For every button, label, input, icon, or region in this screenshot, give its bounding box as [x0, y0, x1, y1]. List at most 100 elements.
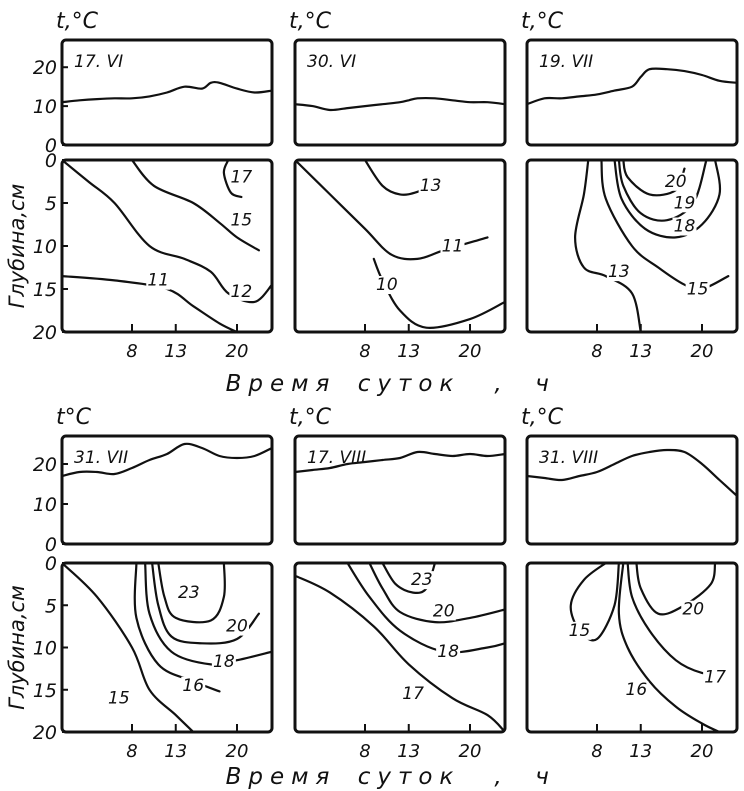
isotherm-label: 15 — [108, 688, 130, 708]
temp-unit-label: t,°C — [521, 405, 564, 430]
isotherm-label: 13 — [420, 176, 442, 196]
isotherm-label: 13 — [608, 262, 630, 282]
x-tick-label: 8 — [126, 341, 137, 362]
isotherm-17 — [626, 563, 725, 675]
x-tick-label: 13 — [164, 741, 187, 762]
isotherm-11 — [62, 275, 239, 332]
isotherm-label-bg — [229, 168, 254, 187]
x-tick-label: 20 — [691, 741, 714, 762]
x-tick-label: 20 — [226, 741, 249, 762]
isotherm-frame — [525, 561, 739, 734]
time-axis-label-part: Время — [226, 764, 337, 790]
date-label: 31. VIII — [539, 448, 598, 468]
time-axis-label-part: ч — [535, 371, 549, 397]
depth-tick-label: 15 — [33, 279, 57, 301]
isotherm-label-bg — [440, 237, 465, 256]
isotherm-label: 11 — [442, 236, 464, 256]
temp-tick-label: 20 — [33, 57, 57, 79]
temp-tick-label: 0 — [45, 135, 57, 157]
isotherm-17 — [222, 160, 243, 199]
isotherm-label-bg — [436, 642, 461, 661]
isotherm-label-bg — [672, 217, 697, 236]
x-tick-label: 13 — [164, 341, 187, 362]
isotherm-label-bg — [176, 583, 201, 602]
temp-unit-label: t°C — [56, 405, 92, 430]
panel-4: t°C 31. VII 23 20 18 16 15 8 13 20 0 10 20 0 5 10 15 20 — [33, 405, 274, 762]
isotherm-label: 20 — [665, 172, 687, 192]
isotherm-13 — [574, 160, 642, 332]
isotherm-15 — [62, 563, 195, 732]
isotherm-label-bg — [229, 211, 254, 230]
isotherm-23 — [157, 563, 226, 624]
depth-tick-label: 10 — [33, 236, 57, 258]
isotherm-15 — [130, 160, 260, 252]
time-axis-label-part: суток — [358, 371, 461, 397]
air-temp-line — [62, 80, 272, 104]
isotherm-label-bg — [106, 689, 131, 708]
isotherm-label: 18 — [213, 652, 235, 672]
isotherm-label: 23 — [178, 583, 200, 603]
isotherm-label: 18 — [437, 642, 459, 662]
isotherm-18 — [613, 160, 722, 239]
air-temp-line — [295, 96, 505, 112]
depth-tick-label: 5 — [45, 595, 57, 617]
air-temp-line — [527, 67, 737, 106]
isotherm-label-bg — [181, 676, 206, 695]
x-tick-label: 8 — [126, 741, 137, 762]
x-tick-label: 8 — [359, 341, 370, 362]
air-temp-frame — [293, 38, 507, 147]
isotherm-label: 16 — [182, 676, 204, 696]
x-tick-label: 13 — [397, 341, 420, 362]
air-temp-frame — [525, 38, 739, 147]
isotherm-label-bg — [409, 571, 434, 590]
isotherm-20 — [151, 563, 260, 645]
isotherm-12 — [62, 160, 272, 304]
air-temp-frame — [525, 434, 739, 546]
isotherm-label-bg — [672, 194, 697, 213]
isotherm-label-bg — [624, 680, 649, 699]
isotherm-label: 10 — [376, 275, 398, 295]
isotherm-label: 12 — [231, 282, 253, 302]
temp-tick-label: 10 — [33, 96, 57, 118]
date-label: 19. VII — [539, 52, 593, 72]
x-tick-label: 8 — [591, 341, 602, 362]
time-axis-label-part: суток — [358, 764, 461, 790]
isotherm-label: 20 — [226, 617, 248, 637]
isotherm-20 — [635, 563, 717, 616]
depth-axis-label: Глубина,см — [5, 183, 29, 308]
isotherm-label-bg — [225, 617, 249, 636]
depth-tick-label: 20 — [33, 322, 57, 344]
temp-unit-label: t,°C — [56, 9, 99, 34]
isotherm-label: 17 — [704, 667, 726, 687]
air-temp-frame — [293, 434, 507, 546]
depth-tick-label: 0 — [45, 553, 57, 575]
date-label: 30. VI — [307, 52, 356, 72]
x-tick-label: 20 — [226, 341, 249, 362]
isotherm-label: 11 — [147, 271, 169, 291]
isotherm-label: 17 — [231, 168, 253, 188]
x-tick-label: 8 — [591, 741, 602, 762]
date-label: 17. VI — [74, 52, 123, 72]
air-temp-line — [527, 448, 737, 498]
isotherm-label-bg — [606, 263, 631, 282]
isotherm-label-bg — [418, 177, 443, 196]
isotherm-label-bg — [374, 276, 399, 294]
isotherm-18 — [144, 563, 272, 666]
isotherm-label-bg — [567, 621, 592, 640]
isotherm-18 — [346, 563, 505, 654]
isotherm-label-bg — [229, 282, 254, 301]
depth-tick-label: 0 — [45, 150, 57, 172]
panel-1: t,°C 17. VI 17 15 12 11 8 13 20 0 10 20 0 5 10 15 20 — [33, 9, 274, 362]
temp-unit-label: t,°C — [289, 405, 332, 430]
depth-tick-label: 10 — [33, 638, 57, 660]
isotherm-16 — [617, 563, 721, 732]
isotherm-label: 16 — [626, 680, 648, 700]
date-label: 31. VII — [74, 448, 128, 468]
temp-unit-label: t,°C — [521, 9, 564, 34]
isotherm-label-bg — [211, 653, 236, 672]
isotherm-label-bg — [663, 172, 688, 191]
air-temp-frame — [60, 434, 274, 546]
